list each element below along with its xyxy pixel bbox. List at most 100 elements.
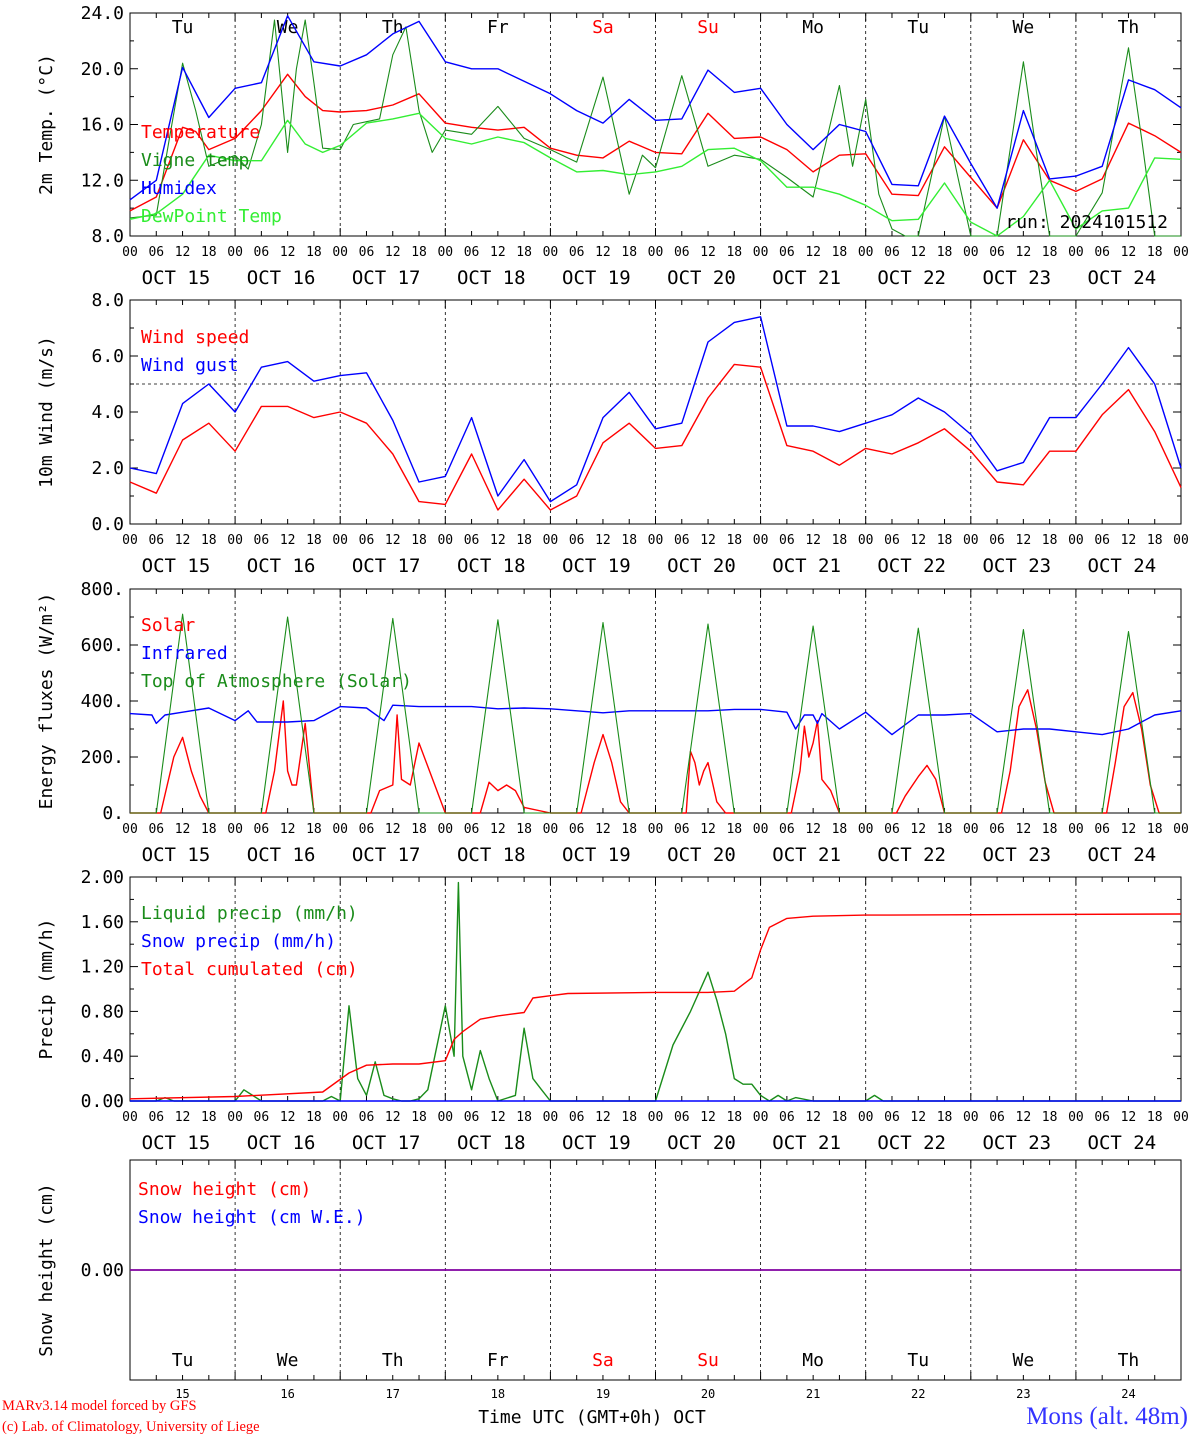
hour-tick-label: 06 bbox=[148, 245, 164, 260]
weekday-label: Th bbox=[382, 17, 404, 38]
hour-tick-label: 12 bbox=[595, 245, 611, 260]
station-name: Mons (alt. 48m) bbox=[1026, 1403, 1188, 1430]
date-label: OCT 18 bbox=[457, 844, 526, 866]
hour-tick-label: 12 bbox=[910, 245, 926, 260]
hour-tick-label: 00 bbox=[753, 822, 769, 837]
series-line bbox=[129, 19, 1181, 237]
hour-tick-label: 00 bbox=[1068, 245, 1084, 260]
legend-entry: Snow height (cm W.E.) bbox=[138, 1207, 366, 1228]
y-tick-label: 600. bbox=[81, 635, 124, 656]
date-label: OCT 19 bbox=[562, 267, 631, 289]
hour-tick-label: 06 bbox=[359, 1110, 375, 1125]
x-axis-title: Time UTC (GMT+0h) OCT bbox=[478, 1407, 706, 1428]
y-axis-label: Precip (mm/h) bbox=[36, 919, 57, 1060]
hour-tick-label: 00 bbox=[437, 245, 453, 260]
hour-tick-label: 18 bbox=[516, 822, 532, 837]
series-line bbox=[129, 913, 1182, 1100]
hour-tick-label: 12 bbox=[1016, 245, 1032, 260]
hour-tick-label: 12 bbox=[700, 245, 716, 260]
hour-tick-label: 12 bbox=[805, 533, 821, 548]
hour-tick-label: 00 bbox=[332, 533, 348, 548]
date-label: OCT 24 bbox=[1088, 555, 1157, 577]
hour-tick-label: 12 bbox=[595, 533, 611, 548]
hour-tick-label: 06 bbox=[359, 245, 375, 260]
hour-tick-label: 06 bbox=[674, 245, 690, 260]
hour-tick-label: 00 bbox=[227, 822, 243, 837]
hour-tick-label: 00 bbox=[648, 822, 664, 837]
hour-tick-label: 00 bbox=[437, 822, 453, 837]
y-tick-label: 4.0 bbox=[91, 402, 124, 423]
day-number-label: 19 bbox=[596, 1387, 610, 1401]
date-label: OCT 18 bbox=[457, 267, 526, 289]
model-credit: MARv3.14 model forced by GFS bbox=[2, 1398, 197, 1414]
hour-tick-label: 00 bbox=[753, 533, 769, 548]
hour-tick-label: 06 bbox=[359, 533, 375, 548]
hour-tick-label: 18 bbox=[411, 822, 427, 837]
hour-tick-label: 18 bbox=[621, 822, 637, 837]
hour-tick-label: 06 bbox=[779, 1110, 795, 1125]
hour-tick-label: 00 bbox=[1173, 822, 1189, 837]
y-tick-label: 24.0 bbox=[81, 3, 124, 24]
weekday-label: Fr bbox=[487, 1350, 509, 1371]
hour-tick-label: 06 bbox=[254, 1110, 270, 1125]
hour-tick-label: 18 bbox=[832, 822, 848, 837]
panel-frame-flux bbox=[129, 588, 1182, 814]
y-axis-label: Snow height (cm) bbox=[36, 1183, 57, 1356]
y-tick-label: 0.0 bbox=[91, 514, 124, 535]
date-label: OCT 24 bbox=[1088, 267, 1157, 289]
hour-tick-label: 12 bbox=[910, 1110, 926, 1125]
hour-tick-label: 18 bbox=[937, 245, 953, 260]
hour-tick-label: 12 bbox=[1121, 1110, 1137, 1125]
weekday-label: Mo bbox=[802, 1350, 824, 1371]
date-label: OCT 23 bbox=[982, 1132, 1051, 1154]
hour-tick-label: 12 bbox=[700, 1110, 716, 1125]
hour-tick-label: 12 bbox=[490, 245, 506, 260]
hour-tick-label: 18 bbox=[1147, 1110, 1163, 1125]
hour-tick-label: 18 bbox=[201, 1110, 217, 1125]
day-number-label: 24 bbox=[1121, 1387, 1135, 1401]
hour-tick-label: 06 bbox=[779, 822, 795, 837]
series-line bbox=[130, 689, 1181, 814]
hour-tick-label: 12 bbox=[280, 245, 296, 260]
weekday-label: We bbox=[1013, 1350, 1035, 1371]
day-number-label: 18 bbox=[491, 1387, 505, 1401]
y-tick-label: 12.0 bbox=[81, 170, 124, 191]
hour-tick-label: 12 bbox=[595, 822, 611, 837]
panel-frame-wind bbox=[129, 299, 1182, 525]
weekday-label: Fr bbox=[487, 17, 509, 38]
hour-tick-label: 12 bbox=[280, 533, 296, 548]
hour-tick-label: 12 bbox=[805, 245, 821, 260]
weekday-label: We bbox=[277, 17, 299, 38]
hour-tick-label: 00 bbox=[122, 245, 138, 260]
legend-entry: Solar bbox=[141, 615, 195, 636]
hour-tick-label: 12 bbox=[805, 1110, 821, 1125]
hour-tick-label: 12 bbox=[175, 822, 191, 837]
date-label: OCT 15 bbox=[142, 555, 211, 577]
weekday-label: Su bbox=[697, 1350, 719, 1371]
hour-tick-label: 18 bbox=[937, 1110, 953, 1125]
hour-tick-label: 12 bbox=[490, 1110, 506, 1125]
legend-entry: Vigne temp bbox=[141, 150, 249, 171]
date-label: OCT 21 bbox=[772, 844, 841, 866]
hour-tick-label: 00 bbox=[332, 1110, 348, 1125]
panel-frame-temp bbox=[129, 12, 1182, 237]
hour-tick-label: 18 bbox=[726, 245, 742, 260]
hour-tick-label: 18 bbox=[411, 1110, 427, 1125]
hour-tick-label: 00 bbox=[437, 1110, 453, 1125]
date-label: OCT 23 bbox=[982, 844, 1051, 866]
y-tick-label: 0. bbox=[102, 803, 124, 824]
hour-tick-label: 06 bbox=[884, 1110, 900, 1125]
y-axis-label: Energy fluxes (W/m²) bbox=[36, 593, 57, 810]
legend-entry: Top of Atmosphere (Solar) bbox=[141, 671, 412, 692]
hour-tick-label: 00 bbox=[227, 1110, 243, 1125]
hour-tick-label: 00 bbox=[858, 822, 874, 837]
weekday-label: Sa bbox=[592, 17, 614, 38]
hour-tick-label: 06 bbox=[464, 822, 480, 837]
hour-tick-label: 12 bbox=[595, 1110, 611, 1125]
series-line bbox=[129, 73, 1182, 212]
hour-tick-label: 18 bbox=[1147, 822, 1163, 837]
hour-tick-label: 00 bbox=[332, 822, 348, 837]
hour-tick-label: 06 bbox=[674, 822, 690, 837]
date-label: OCT 17 bbox=[352, 844, 421, 866]
y-tick-label: 0.40 bbox=[81, 1046, 124, 1067]
